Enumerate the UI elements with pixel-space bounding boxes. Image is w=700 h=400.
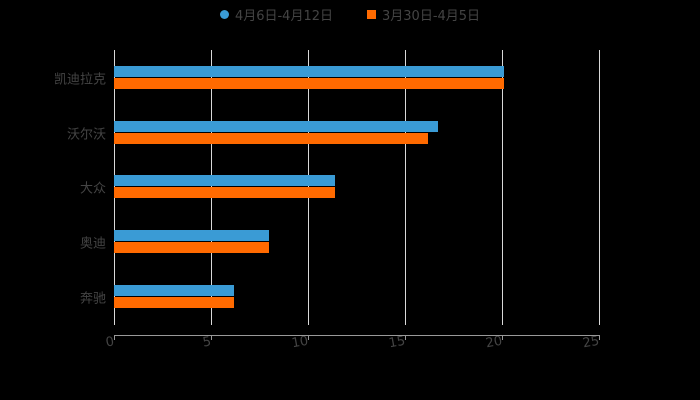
bar-current-week[interactable]: [114, 121, 438, 132]
category-label: 沃尔沃: [66, 127, 106, 143]
axis-tick: [405, 335, 406, 340]
axis-tick: [114, 335, 115, 340]
legend-item-series-1[interactable]: 4月6日-4月12日: [219, 5, 333, 24]
legend-label: 3月30日-4月5日: [382, 8, 481, 24]
x-axis-line: [114, 335, 599, 336]
bar-previous-week[interactable]: [114, 297, 234, 308]
bar-current-week[interactable]: [114, 175, 335, 186]
x-tick-label: 15: [387, 333, 407, 352]
x-tick-label: 10: [290, 333, 310, 352]
category-label: 凯迪拉克: [53, 72, 106, 88]
bar-previous-week[interactable]: [114, 187, 335, 198]
gridline: [405, 50, 406, 325]
legend-square-icon: [367, 9, 376, 19]
category-label: 奔驰: [79, 291, 106, 307]
axis-tick: [308, 335, 309, 340]
bar-current-week[interactable]: [114, 230, 269, 241]
bar-previous-week[interactable]: [114, 133, 428, 144]
x-tick-label: 20: [484, 333, 504, 352]
bar-current-week[interactable]: [114, 66, 504, 77]
chart-legend: 4月6日-4月12日 3月30日-4月5日: [0, 4, 700, 24]
axis-tick: [211, 335, 212, 340]
bar-current-week[interactable]: [114, 285, 234, 296]
category-label: 奥迪: [79, 236, 106, 252]
legend-item-series-2[interactable]: 3月30日-4月5日: [367, 5, 480, 24]
gridline: [599, 50, 600, 325]
axis-tick: [502, 335, 503, 340]
gridline: [502, 50, 503, 325]
axis-tick: [599, 335, 600, 340]
bar-previous-week[interactable]: [114, 242, 269, 253]
category-label: 大众: [79, 181, 106, 197]
x-tick-label: 25: [581, 333, 601, 352]
legend-label: 4月6日-4月12日: [234, 8, 333, 24]
legend-circle-icon: [219, 9, 229, 19]
bar-previous-week[interactable]: [114, 78, 504, 89]
